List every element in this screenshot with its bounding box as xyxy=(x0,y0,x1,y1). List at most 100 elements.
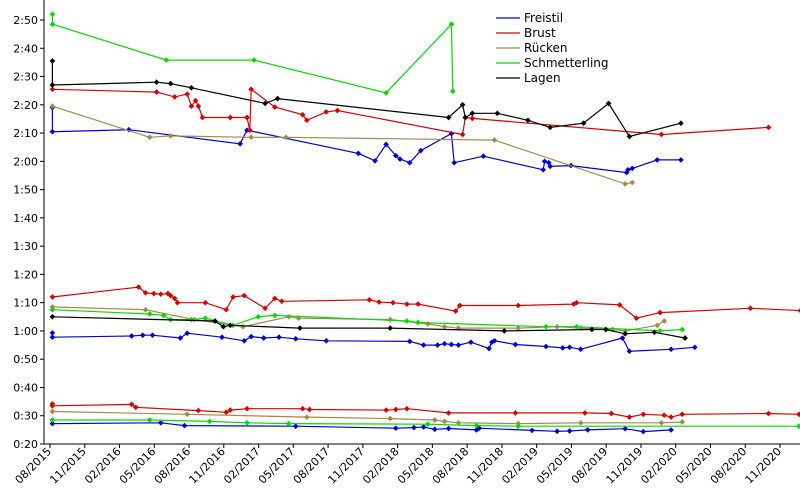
data-point xyxy=(392,425,399,432)
data-point xyxy=(397,156,403,162)
data-point xyxy=(299,111,306,118)
data-point xyxy=(372,157,378,164)
data-point xyxy=(202,299,209,306)
data-point xyxy=(241,292,248,299)
data-point xyxy=(622,181,629,187)
series-freistil-100m xyxy=(49,330,698,355)
data-point xyxy=(278,298,285,305)
x-tick-label: 05/2016 xyxy=(117,445,159,487)
data-point xyxy=(448,21,455,28)
data-point xyxy=(633,315,640,322)
legend-label: Schmetterling xyxy=(524,56,609,70)
data-point xyxy=(547,163,554,170)
data-point xyxy=(449,88,456,95)
series-line xyxy=(52,422,672,433)
data-point xyxy=(297,325,303,331)
data-point xyxy=(163,57,170,63)
y-tick-label: 1:20 xyxy=(13,268,38,281)
data-point xyxy=(260,335,267,341)
data-point xyxy=(566,428,573,434)
x-tick-label: 11/2017 xyxy=(325,445,367,487)
data-point xyxy=(49,82,56,88)
data-point xyxy=(459,131,466,138)
legend-label: Rücken xyxy=(524,41,568,55)
data-point xyxy=(142,289,149,296)
data-point xyxy=(661,412,668,419)
data-point xyxy=(220,323,227,330)
data-point xyxy=(543,343,549,350)
data-point xyxy=(160,312,167,319)
data-point xyxy=(237,140,243,147)
x-tick-label: 11/2018 xyxy=(465,445,507,487)
data-point xyxy=(404,405,410,412)
data-point xyxy=(486,345,492,352)
series-schmetterling-50m xyxy=(49,417,800,430)
data-point xyxy=(473,422,480,429)
x-tick-label: 08/2017 xyxy=(291,445,333,487)
data-point xyxy=(49,417,56,423)
data-point xyxy=(283,134,289,141)
data-point xyxy=(241,337,248,344)
data-point xyxy=(626,414,633,420)
data-point xyxy=(415,301,421,307)
data-point xyxy=(366,296,373,303)
data-point xyxy=(227,322,234,329)
series-line xyxy=(52,88,769,136)
data-point xyxy=(271,312,278,319)
data-point xyxy=(271,295,278,302)
series-r-cken-200m xyxy=(49,103,636,187)
data-point xyxy=(184,411,191,418)
data-point xyxy=(584,427,591,433)
x-tick-label: 02/2018 xyxy=(360,445,402,487)
data-point xyxy=(434,342,441,348)
data-point xyxy=(244,405,250,412)
data-point xyxy=(512,410,519,416)
y-tick-label: 2:10 xyxy=(13,127,38,140)
data-point xyxy=(292,335,299,342)
data-point xyxy=(306,406,313,413)
data-point xyxy=(246,127,253,134)
data-point xyxy=(171,94,178,100)
data-point xyxy=(455,419,462,426)
data-point xyxy=(49,334,56,341)
data-point xyxy=(49,58,56,64)
data-point xyxy=(796,423,800,430)
data-point xyxy=(227,114,234,121)
y-tick-label: 0:50 xyxy=(13,353,38,366)
series-lagen-100m xyxy=(49,313,688,341)
data-point xyxy=(747,305,754,312)
data-point xyxy=(392,406,399,413)
x-tick-label: 11/2019 xyxy=(604,445,646,487)
data-point xyxy=(651,329,658,336)
data-point xyxy=(285,420,292,427)
data-point xyxy=(529,427,535,434)
y-tick-label: 0:20 xyxy=(13,438,38,451)
data-point xyxy=(387,325,394,331)
series-freistil-50m xyxy=(49,419,674,435)
data-point xyxy=(157,291,164,298)
data-point xyxy=(188,103,195,110)
data-point xyxy=(128,333,135,339)
data-point xyxy=(171,295,178,302)
data-point xyxy=(661,318,668,324)
series-lagen-200m xyxy=(49,58,684,140)
x-tick-label: 02/2016 xyxy=(82,445,124,487)
data-point xyxy=(255,313,262,320)
data-point xyxy=(559,345,566,351)
data-point xyxy=(248,86,255,93)
data-point xyxy=(49,408,56,415)
data-point xyxy=(177,335,184,341)
data-point xyxy=(491,137,498,143)
data-point xyxy=(376,299,382,305)
data-point xyxy=(468,339,474,346)
data-point xyxy=(153,79,160,86)
data-point xyxy=(135,284,142,290)
data-point xyxy=(184,91,191,97)
data-point xyxy=(469,110,476,117)
data-point xyxy=(640,411,647,418)
data-point xyxy=(49,21,56,28)
data-point xyxy=(445,425,452,432)
data-point xyxy=(629,179,636,186)
series-line xyxy=(51,14,454,94)
